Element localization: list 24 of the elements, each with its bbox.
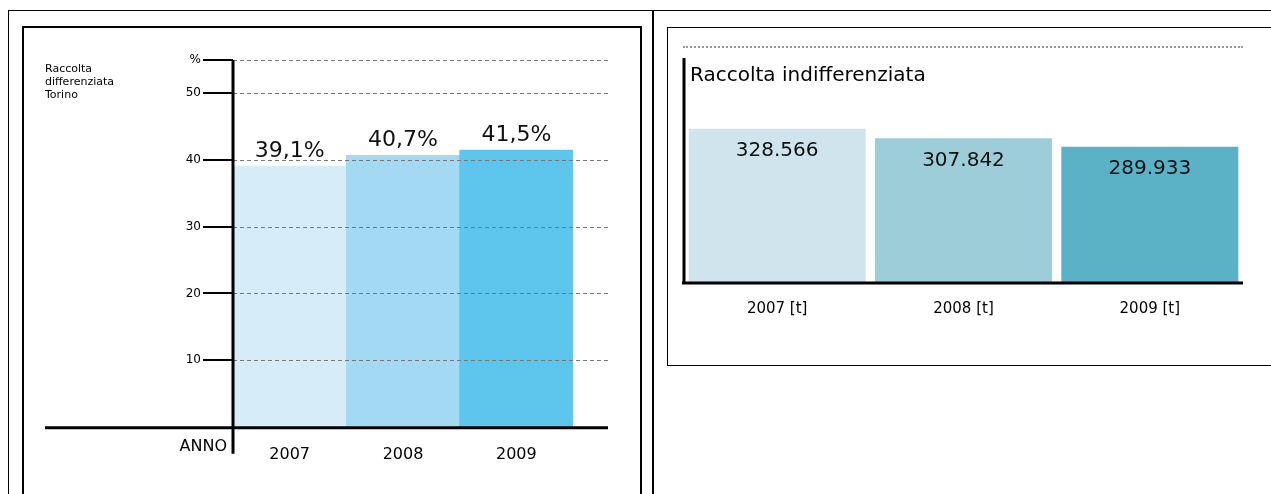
x-tick-label: 2007 [269,443,311,463]
x-tick-label: 2008 [t] [933,298,994,317]
data-label: 289.933 [1108,154,1192,179]
x-axis-title: ANNO [179,435,227,455]
y-axis-title: Raccolta differenziata Torino [44,62,115,102]
x-tick-label: 2007 [t] [746,298,808,317]
data-label: 307.842 [922,146,1005,171]
y-tick-label: 20 [185,285,201,300]
x-tick-label: 2009 [495,443,537,463]
data-label: 328.566 [735,136,819,161]
y-tick-label: 30 [185,218,201,233]
x-tick-label: 2008 [382,443,424,463]
bar [459,149,573,427]
data-label: 40,7% [368,126,438,152]
bar [233,165,347,427]
data-label: 41,5% [481,120,552,146]
chart-title: Raccolta indifferenziata [690,62,926,87]
y-tick-label: 10 [185,352,201,367]
bar [346,155,460,427]
y-tick-label: 40 [185,152,201,167]
data-label: 39,1% [254,136,325,162]
y-tick-label: % [189,52,201,67]
x-tick-label: 2009 [t] [1119,298,1181,317]
y-tick-label: 50 [185,85,201,100]
